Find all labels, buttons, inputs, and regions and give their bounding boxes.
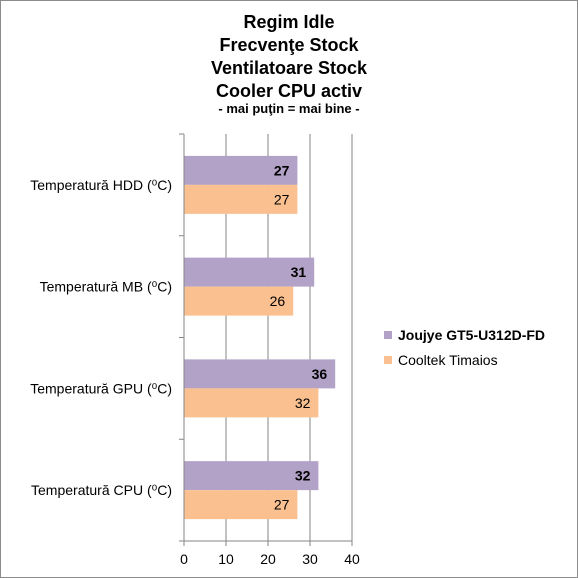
data-label: 27 bbox=[274, 162, 290, 178]
category-label: Temperatură MB (⁰C) bbox=[40, 279, 172, 295]
bar bbox=[184, 359, 336, 389]
x-tick-label: 10 bbox=[218, 551, 234, 567]
bar bbox=[184, 388, 319, 418]
chart-title-line-2: Frecvenţe Stock bbox=[219, 35, 359, 55]
x-tick-label: 0 bbox=[180, 551, 188, 567]
x-tick-label: 40 bbox=[344, 551, 360, 567]
chart-title-line-1: Regim Idle bbox=[243, 12, 335, 32]
category-label: Temperatură GPU (⁰C) bbox=[30, 380, 172, 396]
legend-label-series-1: Joujye GT5-U312D-FD bbox=[398, 326, 546, 343]
category-label: Temperatură HDD (⁰C) bbox=[30, 177, 172, 193]
bar bbox=[184, 461, 319, 491]
chart-legend: Joujye GT5-U312D-FD Cooltek Timaios bbox=[384, 322, 545, 372]
bar bbox=[184, 184, 298, 214]
legend-item-series-1: Joujye GT5-U312D-FD bbox=[384, 322, 545, 347]
legend-swatch-series-1 bbox=[384, 330, 392, 339]
legend-item-series-2: Cooltek Timaios bbox=[384, 347, 545, 372]
data-label: 31 bbox=[291, 264, 307, 280]
data-label: 32 bbox=[295, 468, 311, 484]
legend-swatch-series-2 bbox=[384, 355, 392, 364]
bar bbox=[184, 155, 298, 185]
data-label: 27 bbox=[274, 191, 290, 207]
legend-label-series-2: Cooltek Timaios bbox=[398, 351, 498, 368]
x-tick-label: 30 bbox=[302, 551, 318, 567]
data-label: 27 bbox=[274, 497, 290, 513]
bar bbox=[184, 286, 294, 316]
category-label: Temperatură CPU (⁰C) bbox=[31, 482, 172, 498]
bar bbox=[184, 257, 315, 287]
bar bbox=[184, 490, 298, 520]
data-label: 32 bbox=[295, 395, 311, 411]
chart-subtitle: - mai puţin = mai bine - bbox=[218, 101, 360, 116]
data-label: 26 bbox=[270, 293, 286, 309]
x-tick-label: 20 bbox=[260, 551, 276, 567]
data-label: 36 bbox=[312, 366, 328, 382]
chart-title-line-4: Cooler CPU activ bbox=[215, 81, 363, 101]
chart-title-line-3: Ventilatoare Stock bbox=[210, 58, 368, 78]
